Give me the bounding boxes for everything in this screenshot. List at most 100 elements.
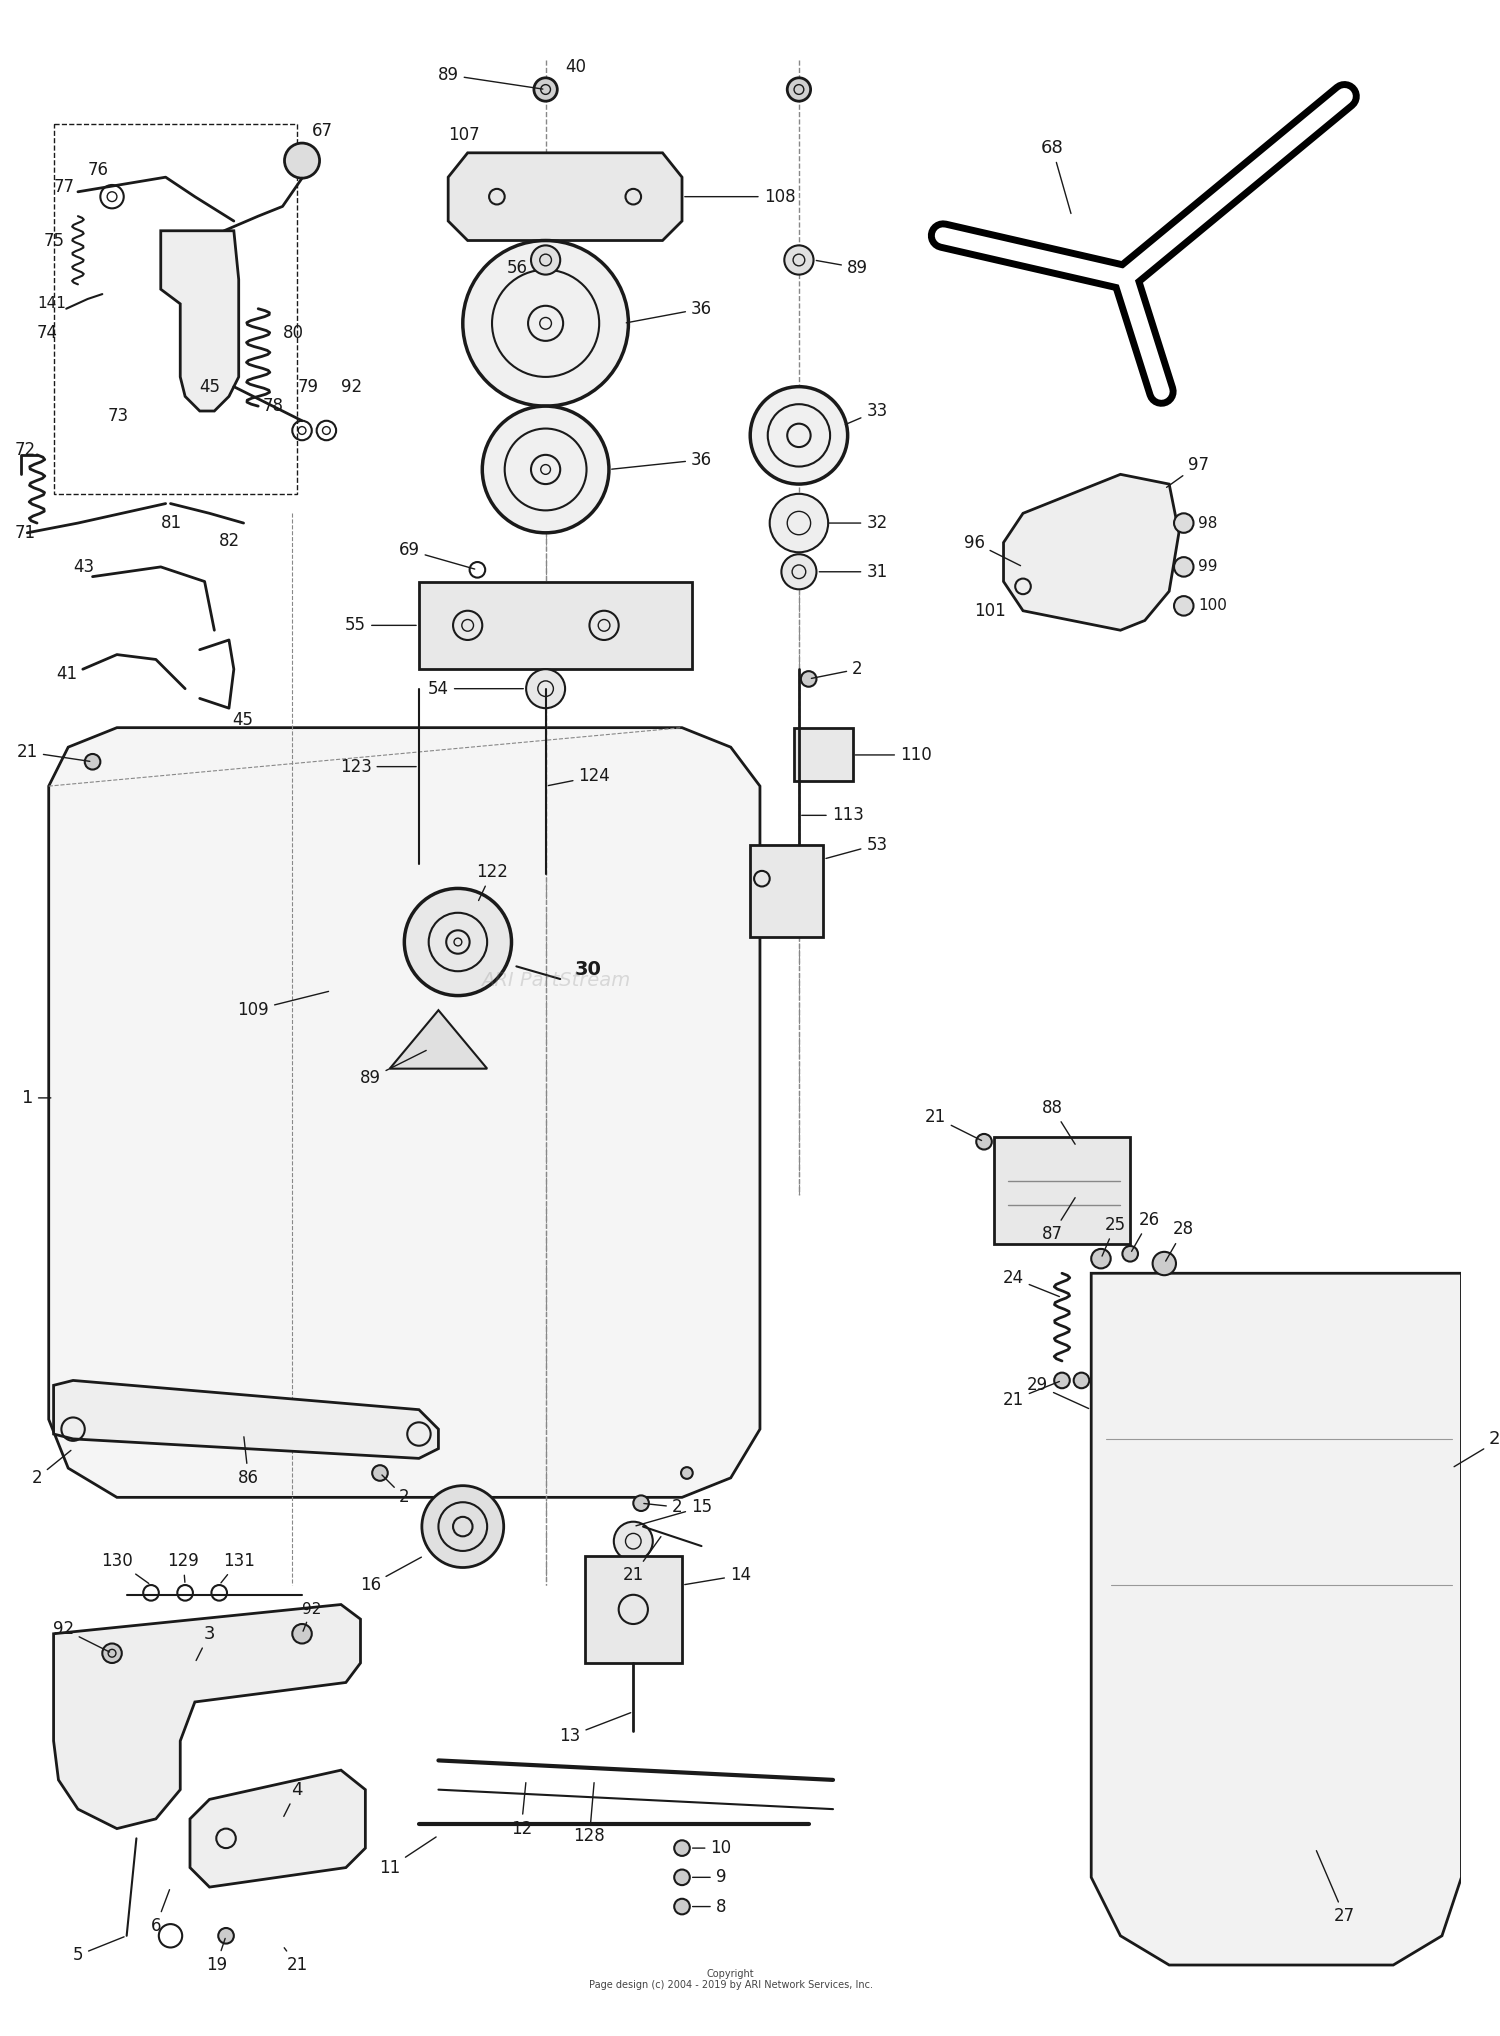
- Bar: [750, 845, 824, 937]
- Circle shape: [102, 1643, 122, 1663]
- Polygon shape: [390, 1010, 488, 1069]
- Text: 1: 1: [21, 1089, 51, 1108]
- Circle shape: [292, 1625, 312, 1643]
- Text: 101: 101: [975, 603, 1006, 619]
- Text: 87: 87: [1041, 1197, 1076, 1244]
- Text: 21: 21: [622, 1537, 662, 1584]
- Text: 97: 97: [1167, 456, 1209, 487]
- Text: 21: 21: [924, 1108, 981, 1140]
- Text: 41: 41: [57, 666, 78, 682]
- Text: 12: 12: [510, 1784, 532, 1839]
- Text: 25: 25: [1102, 1215, 1126, 1256]
- Text: 129: 129: [168, 1551, 200, 1582]
- Text: 40: 40: [566, 59, 586, 75]
- Text: 92: 92: [340, 377, 362, 395]
- Text: 36: 36: [627, 299, 712, 324]
- Circle shape: [1074, 1372, 1089, 1389]
- Text: 82: 82: [219, 531, 240, 550]
- Circle shape: [86, 753, 100, 770]
- Text: 92: 92: [53, 1621, 110, 1651]
- Text: 79: 79: [297, 377, 318, 395]
- Polygon shape: [448, 153, 682, 240]
- Circle shape: [1116, 269, 1136, 287]
- Text: 72: 72: [15, 442, 36, 458]
- Circle shape: [1054, 1372, 1070, 1389]
- Circle shape: [1174, 558, 1194, 576]
- Text: 88: 88: [1041, 1099, 1076, 1144]
- Circle shape: [1156, 387, 1166, 397]
- Text: 27: 27: [1317, 1851, 1354, 1926]
- Text: 45: 45: [232, 711, 254, 729]
- Text: 86: 86: [238, 1437, 260, 1486]
- Circle shape: [788, 77, 810, 102]
- Text: 80: 80: [282, 324, 303, 342]
- Text: 113: 113: [801, 806, 864, 825]
- Text: 76: 76: [87, 161, 108, 179]
- Text: 3: 3: [196, 1625, 214, 1661]
- Text: 21: 21: [16, 743, 90, 761]
- Text: Copyright
Page design (c) 2004 - 2019 by ARI Network Services, Inc.: Copyright Page design (c) 2004 - 2019 by…: [588, 1969, 873, 1991]
- Text: 77: 77: [54, 177, 75, 195]
- Circle shape: [1174, 513, 1194, 533]
- Text: 2: 2: [32, 1450, 70, 1486]
- Text: 2: 2: [382, 1474, 410, 1507]
- Text: 89: 89: [360, 1051, 426, 1087]
- Text: 21: 21: [1002, 1382, 1059, 1409]
- Text: 68: 68: [1041, 138, 1071, 214]
- Polygon shape: [54, 1380, 438, 1458]
- Text: 24: 24: [1002, 1268, 1059, 1297]
- Circle shape: [217, 1928, 234, 1944]
- Text: 96: 96: [964, 533, 1020, 566]
- Circle shape: [285, 143, 320, 179]
- Circle shape: [750, 387, 847, 485]
- Text: 123: 123: [339, 757, 416, 776]
- Text: 8: 8: [693, 1898, 726, 1916]
- Text: 98: 98: [1198, 515, 1218, 531]
- Text: 89: 89: [816, 259, 868, 277]
- Bar: [419, 582, 692, 670]
- Text: 2: 2: [812, 660, 862, 678]
- Bar: [794, 727, 852, 782]
- Bar: [585, 1556, 682, 1663]
- Text: 30: 30: [574, 959, 602, 979]
- Text: 56: 56: [507, 259, 528, 277]
- Bar: [54, 124, 297, 495]
- Text: 141: 141: [38, 297, 66, 312]
- Text: 78: 78: [262, 397, 284, 415]
- Text: 28: 28: [1166, 1220, 1194, 1260]
- Text: 89: 89: [438, 65, 543, 90]
- Circle shape: [674, 1900, 690, 1914]
- Circle shape: [674, 1841, 690, 1857]
- Text: 45: 45: [200, 377, 220, 395]
- Text: 92: 92: [302, 1602, 321, 1631]
- Text: 36: 36: [612, 450, 712, 468]
- Circle shape: [933, 226, 952, 246]
- Text: 122: 122: [476, 863, 508, 900]
- Text: 16: 16: [360, 1558, 422, 1594]
- Circle shape: [633, 1494, 650, 1511]
- Text: 5: 5: [72, 1936, 124, 1965]
- Circle shape: [1122, 1246, 1138, 1262]
- Circle shape: [784, 246, 813, 275]
- Text: 53: 53: [827, 835, 888, 859]
- Circle shape: [1090, 1248, 1110, 1268]
- Circle shape: [976, 1134, 992, 1150]
- Circle shape: [405, 888, 512, 996]
- Text: ARI PartStream: ARI PartStream: [480, 971, 630, 989]
- Text: 21: 21: [284, 1948, 308, 1975]
- Polygon shape: [1090, 1272, 1461, 1965]
- Text: 26: 26: [1131, 1211, 1160, 1252]
- Text: 32: 32: [830, 513, 888, 531]
- Circle shape: [483, 405, 609, 533]
- Text: 6: 6: [150, 1889, 170, 1934]
- Circle shape: [801, 672, 816, 686]
- Text: 15: 15: [636, 1498, 712, 1525]
- Circle shape: [674, 1869, 690, 1885]
- Text: 43: 43: [74, 558, 94, 576]
- Text: 99: 99: [1198, 560, 1218, 574]
- Text: 9: 9: [693, 1869, 726, 1885]
- Text: 73: 73: [106, 407, 129, 426]
- Text: 67: 67: [312, 122, 333, 140]
- Text: 33: 33: [846, 401, 888, 426]
- Polygon shape: [54, 1604, 360, 1828]
